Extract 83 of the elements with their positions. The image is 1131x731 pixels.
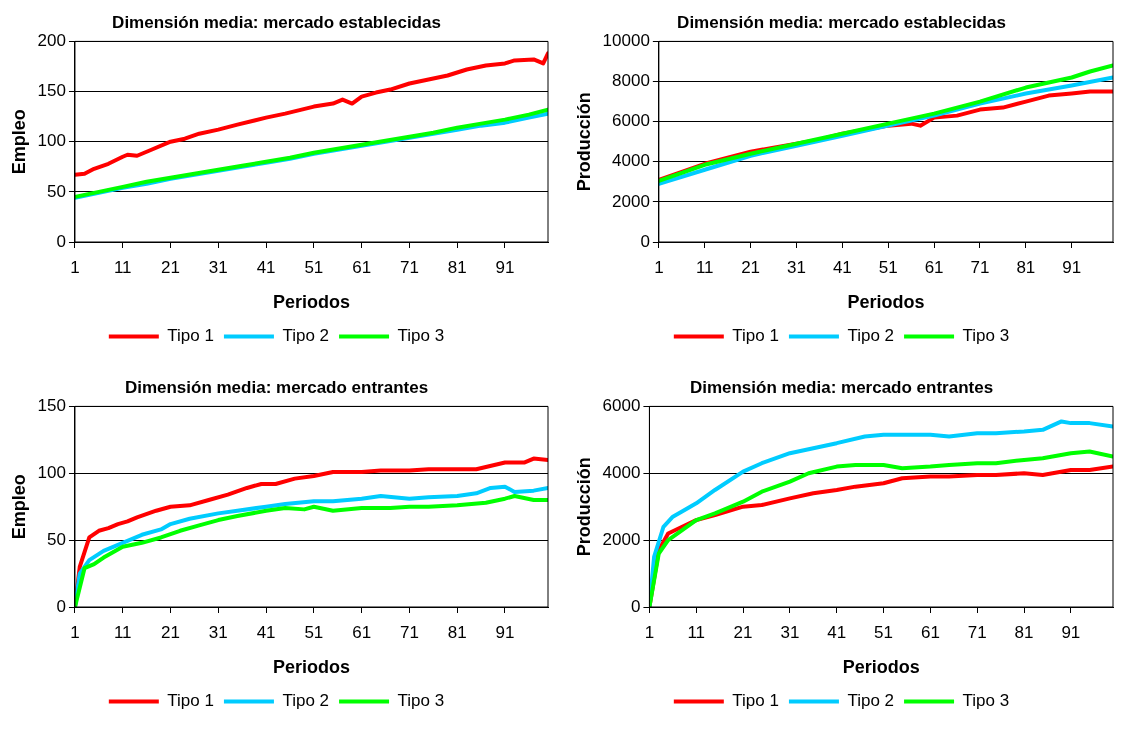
x-axis-title: Periodos bbox=[842, 657, 920, 678]
y-tick-label: 150 bbox=[37, 81, 66, 101]
y-tick-label: 2000 bbox=[612, 191, 650, 211]
y-tick-label: 6000 bbox=[602, 396, 641, 416]
y-tick-label: 4000 bbox=[612, 151, 650, 171]
y-tick-label: 10000 bbox=[602, 31, 650, 51]
x-tick-label: 91 bbox=[495, 257, 515, 277]
x-tick-label: 61 bbox=[352, 257, 372, 277]
x-tick-label: 61 bbox=[920, 622, 940, 642]
legend-label: Tipo 3 bbox=[962, 326, 1010, 346]
legend-label: Tipo 2 bbox=[847, 691, 895, 711]
x-tick-label: 71 bbox=[399, 257, 419, 277]
y-tick-label: 100 bbox=[37, 462, 66, 482]
chart-title: Dimensión media: mercado establecidas bbox=[677, 12, 1006, 32]
x-tick-label: 31 bbox=[208, 257, 228, 277]
x-tick-label: 1 bbox=[70, 257, 80, 277]
x-tick-label: 31 bbox=[780, 622, 800, 642]
x-tick-label: 41 bbox=[832, 257, 852, 277]
chart-title: Dimensión media: mercado establecidas bbox=[112, 12, 441, 32]
x-tick-label: 41 bbox=[256, 622, 276, 642]
legend-label: Tipo 1 bbox=[732, 691, 779, 711]
x-tick-label: 51 bbox=[874, 622, 894, 642]
y-tick-label: 150 bbox=[37, 396, 66, 416]
x-tick-label: 81 bbox=[1014, 622, 1034, 642]
x-tick-label: 11 bbox=[695, 257, 714, 277]
chart-title: Dimensión media: mercado entrantes bbox=[124, 377, 429, 397]
y-tick-label: 0 bbox=[56, 596, 66, 616]
legend-label: Tipo 2 bbox=[847, 326, 895, 346]
x-tick-label: 51 bbox=[304, 622, 324, 642]
y-tick-label: 6000 bbox=[612, 111, 650, 131]
y-tick-label: 4000 bbox=[602, 462, 641, 482]
legend-label: Tipo 1 bbox=[167, 326, 214, 346]
x-axis-title: Periodos bbox=[272, 657, 350, 678]
x-tick-label: 81 bbox=[1016, 257, 1036, 277]
x-axis-title: Periodos bbox=[272, 292, 350, 313]
x-tick-label: 21 bbox=[733, 622, 753, 642]
x-tick-label: 1 bbox=[70, 622, 80, 642]
y-tick-label: 0 bbox=[56, 231, 66, 251]
chart-title: Dimensión media: mercado entrantes bbox=[689, 377, 994, 397]
legend-label: Tipo 2 bbox=[282, 691, 330, 711]
x-tick-label: 21 bbox=[741, 257, 761, 277]
x-tick-label: 91 bbox=[1062, 257, 1082, 277]
x-tick-label: 61 bbox=[924, 257, 944, 277]
x-tick-label: 41 bbox=[256, 257, 276, 277]
x-tick-label: 51 bbox=[304, 257, 324, 277]
x-tick-label: 11 bbox=[113, 622, 132, 642]
x-tick-label: 91 bbox=[1061, 622, 1081, 642]
legend-label: Tipo 3 bbox=[397, 326, 445, 346]
y-tick-label: 2000 bbox=[602, 529, 641, 549]
y-axis-title: Producción bbox=[573, 92, 594, 192]
x-tick-label: 81 bbox=[447, 257, 467, 277]
x-tick-label: 71 bbox=[970, 257, 990, 277]
x-axis-title: Periodos bbox=[847, 292, 925, 313]
x-tick-label: 51 bbox=[878, 257, 898, 277]
x-tick-label: 31 bbox=[208, 622, 228, 642]
y-tick-label: 50 bbox=[47, 181, 66, 201]
y-tick-label: 50 bbox=[47, 529, 66, 549]
y-tick-label: 0 bbox=[640, 231, 650, 251]
legend-label: Tipo 1 bbox=[167, 691, 214, 711]
x-tick-label: 81 bbox=[447, 622, 467, 642]
x-tick-label: 11 bbox=[687, 622, 706, 642]
x-tick-label: 21 bbox=[161, 257, 180, 277]
legend-label: Tipo 3 bbox=[962, 691, 1010, 711]
x-tick-label: 71 bbox=[399, 622, 419, 642]
y-axis-title: Empleo bbox=[8, 474, 29, 540]
legend-label: Tipo 1 bbox=[732, 326, 779, 346]
y-axis-title: Producción bbox=[573, 457, 594, 557]
y-axis-title: Empleo bbox=[8, 109, 29, 175]
x-tick-label: 91 bbox=[495, 622, 515, 642]
y-tick-label: 0 bbox=[630, 596, 641, 616]
x-tick-label: 61 bbox=[352, 622, 372, 642]
y-tick-label: 200 bbox=[37, 31, 66, 51]
x-tick-label: 1 bbox=[644, 622, 655, 642]
x-tick-label: 31 bbox=[787, 257, 806, 277]
x-tick-label: 41 bbox=[827, 622, 847, 642]
x-tick-label: 11 bbox=[113, 257, 132, 277]
x-tick-label: 21 bbox=[161, 622, 180, 642]
legend-label: Tipo 3 bbox=[397, 691, 445, 711]
legend-label: Tipo 2 bbox=[282, 326, 330, 346]
x-tick-label: 71 bbox=[967, 622, 987, 642]
x-tick-label: 1 bbox=[654, 257, 664, 277]
y-tick-label: 8000 bbox=[612, 71, 650, 91]
y-tick-label: 100 bbox=[37, 131, 66, 151]
